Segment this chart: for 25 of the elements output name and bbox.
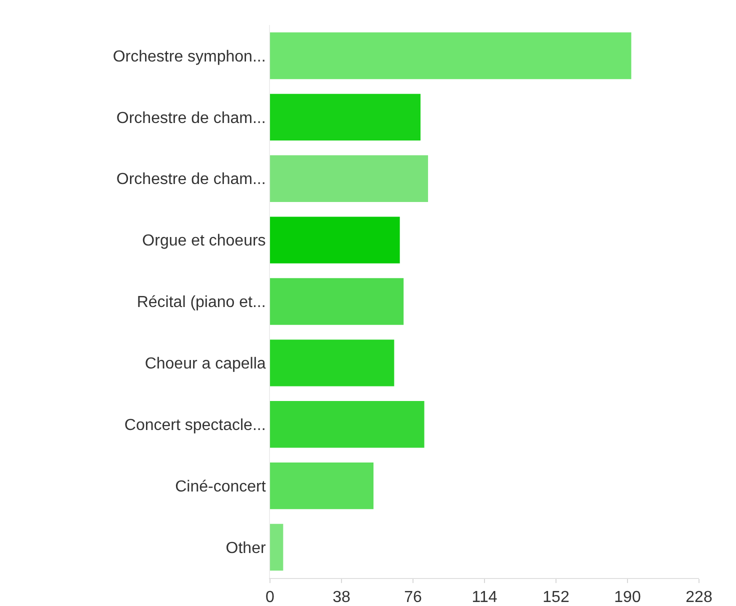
x-tick-label: 0 (266, 589, 275, 606)
y-tick-label: Orchestre de cham... (116, 171, 266, 188)
bar (270, 462, 374, 510)
y-tick-label: Récital (piano et... (136, 294, 266, 312)
y-tick-label: Orchestre de cham... (116, 110, 266, 127)
bar (270, 32, 632, 80)
y-tick-label: Other (226, 540, 266, 557)
x-tick-label: 152 (542, 589, 570, 606)
bar (270, 340, 394, 386)
y-tick-label: Orchestre symphon... (112, 48, 266, 66)
bar (270, 216, 400, 264)
bar (270, 524, 284, 571)
x-tick-label: 228 (686, 589, 712, 606)
y-tick-label: Orgue et choeurs (142, 232, 266, 250)
bar (270, 155, 428, 202)
x-tick-label: 38 (332, 589, 350, 606)
bar (270, 401, 424, 448)
x-tick-label: 190 (614, 589, 641, 606)
y-tick-label: Concert spectacle... (124, 416, 266, 434)
y-tick-label: Ciné-concert (175, 478, 266, 496)
x-tick-label: 76 (404, 589, 422, 606)
y-tick-label: Choeur a capella (144, 356, 266, 373)
bar (270, 278, 404, 325)
x-tick-label: 114 (472, 589, 498, 606)
bar (270, 94, 421, 141)
